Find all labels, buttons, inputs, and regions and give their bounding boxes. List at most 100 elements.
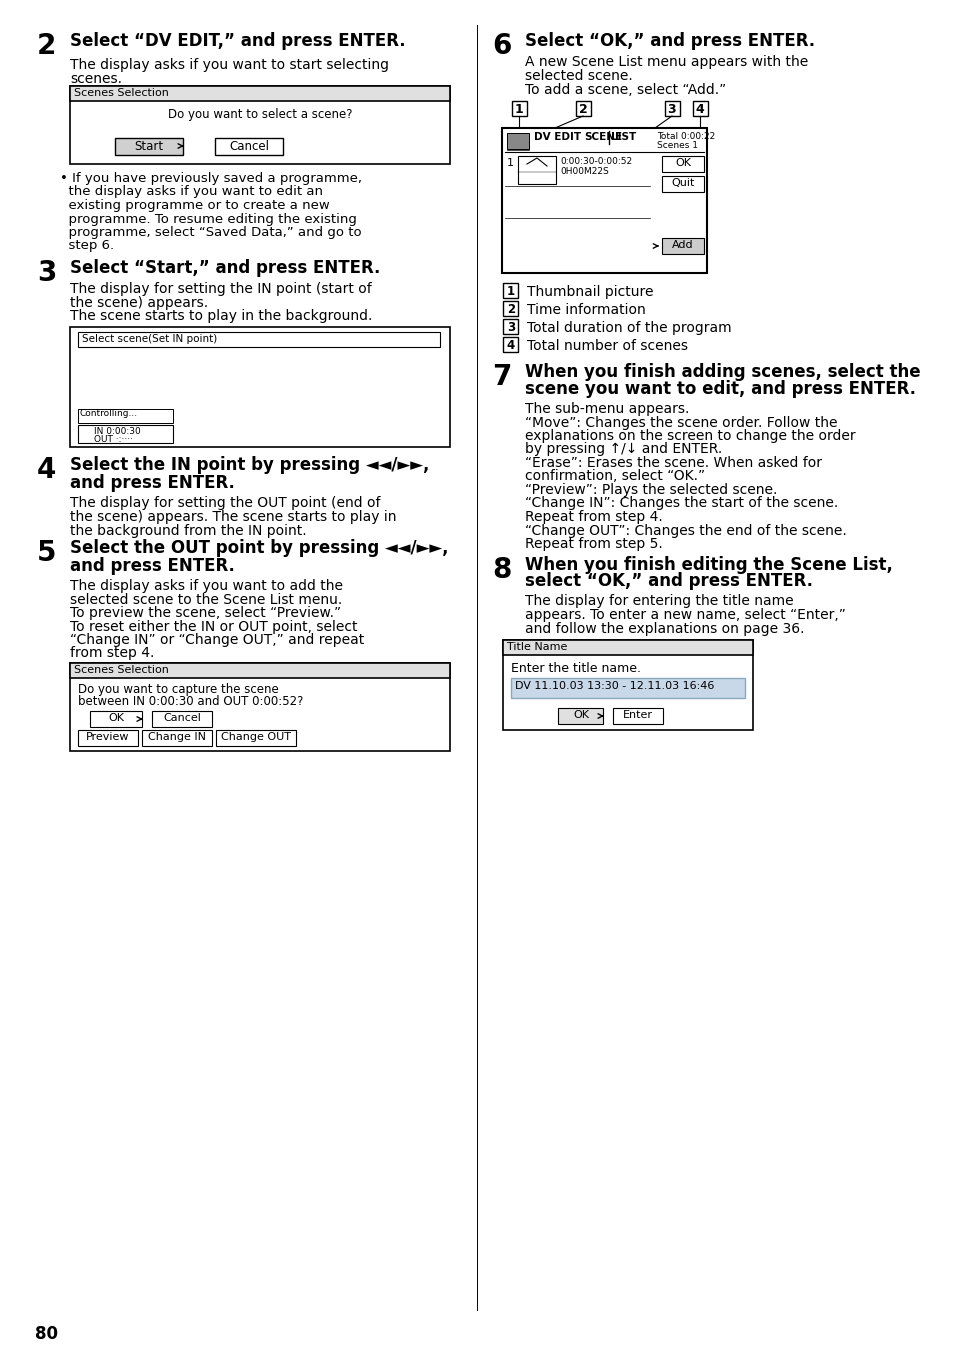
Bar <box>78 425 172 442</box>
Text: and follow the explanations on page 36.: and follow the explanations on page 36. <box>524 622 803 635</box>
Text: Select scene(Set IN point): Select scene(Set IN point) <box>82 334 217 343</box>
Bar <box>576 101 590 116</box>
Bar <box>78 408 172 422</box>
Text: scenes.: scenes. <box>70 72 122 87</box>
Bar <box>558 708 602 725</box>
Bar <box>70 662 450 677</box>
Text: The display asks if you want to start selecting: The display asks if you want to start se… <box>70 58 389 72</box>
Text: 2: 2 <box>506 303 515 316</box>
Bar <box>502 283 517 297</box>
Text: between IN 0:00:30 and OUT 0:00:52?: between IN 0:00:30 and OUT 0:00:52? <box>78 695 303 708</box>
Text: 1: 1 <box>506 285 515 297</box>
Text: the background from the IN point.: the background from the IN point. <box>70 523 306 538</box>
Text: “Change IN” or “Change OUT,” and repeat: “Change IN” or “Change OUT,” and repeat <box>70 633 364 648</box>
Text: “Change OUT”: Changes the end of the scene.: “Change OUT”: Changes the end of the sce… <box>524 523 846 538</box>
Text: 80: 80 <box>35 1325 58 1343</box>
Text: existing programme or to create a new: existing programme or to create a new <box>60 199 330 212</box>
Bar <box>90 711 142 727</box>
Bar <box>214 138 283 155</box>
Bar <box>215 730 295 746</box>
Bar <box>70 326 450 446</box>
Text: DV EDIT: DV EDIT <box>534 132 580 142</box>
Text: and press ENTER.: and press ENTER. <box>70 557 234 575</box>
Bar <box>506 132 529 149</box>
Bar <box>664 101 679 116</box>
Text: OK: OK <box>573 710 588 721</box>
Text: • If you have previously saved a programme,: • If you have previously saved a program… <box>60 172 361 185</box>
Text: 4: 4 <box>37 457 56 484</box>
Text: Enter: Enter <box>622 710 652 721</box>
Text: OK: OK <box>675 158 690 168</box>
Bar <box>502 639 752 654</box>
Text: Do you want to select a scene?: Do you want to select a scene? <box>168 108 352 120</box>
Bar <box>613 708 662 725</box>
Text: The display for setting the OUT point (end of: The display for setting the OUT point (e… <box>70 496 380 511</box>
Text: The display asks if you want to add the: The display asks if you want to add the <box>70 579 343 594</box>
Text: 0:00:30-0:00:52: 0:00:30-0:00:52 <box>559 157 632 166</box>
Text: OK: OK <box>108 713 124 723</box>
Bar <box>661 238 703 254</box>
Text: Quit: Quit <box>671 178 694 188</box>
Text: Cancel: Cancel <box>163 713 201 723</box>
Text: 4: 4 <box>506 339 515 352</box>
Text: Scenes Selection: Scenes Selection <box>74 665 169 675</box>
Text: The scene starts to play in the background.: The scene starts to play in the backgrou… <box>70 310 372 323</box>
Text: select “OK,” and press ENTER.: select “OK,” and press ENTER. <box>524 572 812 591</box>
Text: Repeat from step 5.: Repeat from step 5. <box>524 537 662 552</box>
Text: “Preview”: Plays the selected scene.: “Preview”: Plays the selected scene. <box>524 483 777 498</box>
Bar <box>502 319 517 334</box>
Bar <box>517 155 556 184</box>
Bar <box>70 87 450 101</box>
Text: To reset either the IN or OUT point, select: To reset either the IN or OUT point, sel… <box>70 619 357 634</box>
Text: Controlling...: Controlling... <box>80 410 138 419</box>
Bar <box>502 337 517 352</box>
Text: The sub-menu appears.: The sub-menu appears. <box>524 402 689 416</box>
Bar <box>661 176 703 192</box>
Text: 7: 7 <box>492 362 511 391</box>
Text: The display for entering the title name: The display for entering the title name <box>524 595 793 608</box>
Text: 3: 3 <box>506 320 515 334</box>
Text: Select the OUT point by pressing ◄◄/►►,: Select the OUT point by pressing ◄◄/►►, <box>70 539 448 557</box>
Text: “Change IN”: Changes the start of the scene.: “Change IN”: Changes the start of the sc… <box>524 496 838 511</box>
Text: 6: 6 <box>492 32 511 59</box>
Bar <box>661 155 703 172</box>
Text: programme. To resume editing the existing: programme. To resume editing the existin… <box>60 212 356 226</box>
Text: Change OUT: Change OUT <box>221 731 291 742</box>
Text: A new Scene List menu appears with the: A new Scene List menu appears with the <box>524 55 807 69</box>
Text: Start: Start <box>134 141 163 153</box>
Text: Add: Add <box>672 241 693 250</box>
Text: Select “DV EDIT,” and press ENTER.: Select “DV EDIT,” and press ENTER. <box>70 32 405 50</box>
Text: 8: 8 <box>492 556 511 584</box>
Text: programme, select “Saved Data,” and go to: programme, select “Saved Data,” and go t… <box>60 226 361 239</box>
Bar <box>152 711 212 727</box>
Text: Select “Start,” and press ENTER.: Select “Start,” and press ENTER. <box>70 260 380 277</box>
Text: IN 0:00:30: IN 0:00:30 <box>94 426 141 435</box>
Text: 4: 4 <box>695 103 703 116</box>
Text: Select the IN point by pressing ◄◄/►►,: Select the IN point by pressing ◄◄/►►, <box>70 457 429 475</box>
Text: 3: 3 <box>667 103 676 116</box>
Text: and press ENTER.: and press ENTER. <box>70 475 234 492</box>
Text: Thumbnail picture: Thumbnail picture <box>526 285 653 299</box>
Polygon shape <box>83 430 91 438</box>
Text: Select “OK,” and press ENTER.: Select “OK,” and press ENTER. <box>524 32 814 50</box>
Text: Enter the title name.: Enter the title name. <box>511 662 640 675</box>
Bar <box>511 677 744 698</box>
Bar <box>142 730 212 746</box>
Text: confirmation, select “OK.”: confirmation, select “OK.” <box>524 469 704 484</box>
Text: 1: 1 <box>506 158 514 168</box>
Text: When you finish editing the Scene List,: When you finish editing the Scene List, <box>524 556 892 573</box>
Bar <box>502 301 517 316</box>
Text: Repeat from step 4.: Repeat from step 4. <box>524 510 662 525</box>
Text: DV 11.10.03 13:30 - 12.11.03 16:46: DV 11.10.03 13:30 - 12.11.03 16:46 <box>515 681 714 691</box>
Text: Do you want to capture the scene: Do you want to capture the scene <box>78 683 278 696</box>
Bar <box>501 128 706 273</box>
Bar <box>78 730 138 746</box>
Text: Total duration of the program: Total duration of the program <box>526 320 731 335</box>
Text: Change IN: Change IN <box>148 731 206 742</box>
Text: OUT ·:····: OUT ·:···· <box>94 435 132 445</box>
Text: by pressing ↑/↓ and ENTER.: by pressing ↑/↓ and ENTER. <box>524 442 721 457</box>
Bar <box>78 331 439 346</box>
Text: Preview: Preview <box>86 731 130 742</box>
Text: 2: 2 <box>37 32 56 59</box>
Text: Scenes Selection: Scenes Selection <box>74 88 169 97</box>
